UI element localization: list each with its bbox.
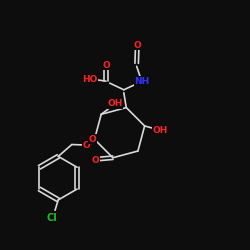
Text: Cl: Cl [47, 213, 58, 223]
Text: O: O [92, 156, 100, 165]
Text: O: O [103, 60, 110, 70]
Text: O: O [133, 41, 141, 50]
Text: OH: OH [152, 126, 168, 135]
Text: O: O [82, 140, 90, 149]
Text: O: O [89, 135, 96, 144]
Text: OH: OH [107, 100, 122, 108]
Text: HO: HO [82, 76, 98, 84]
Text: NH: NH [134, 77, 149, 86]
